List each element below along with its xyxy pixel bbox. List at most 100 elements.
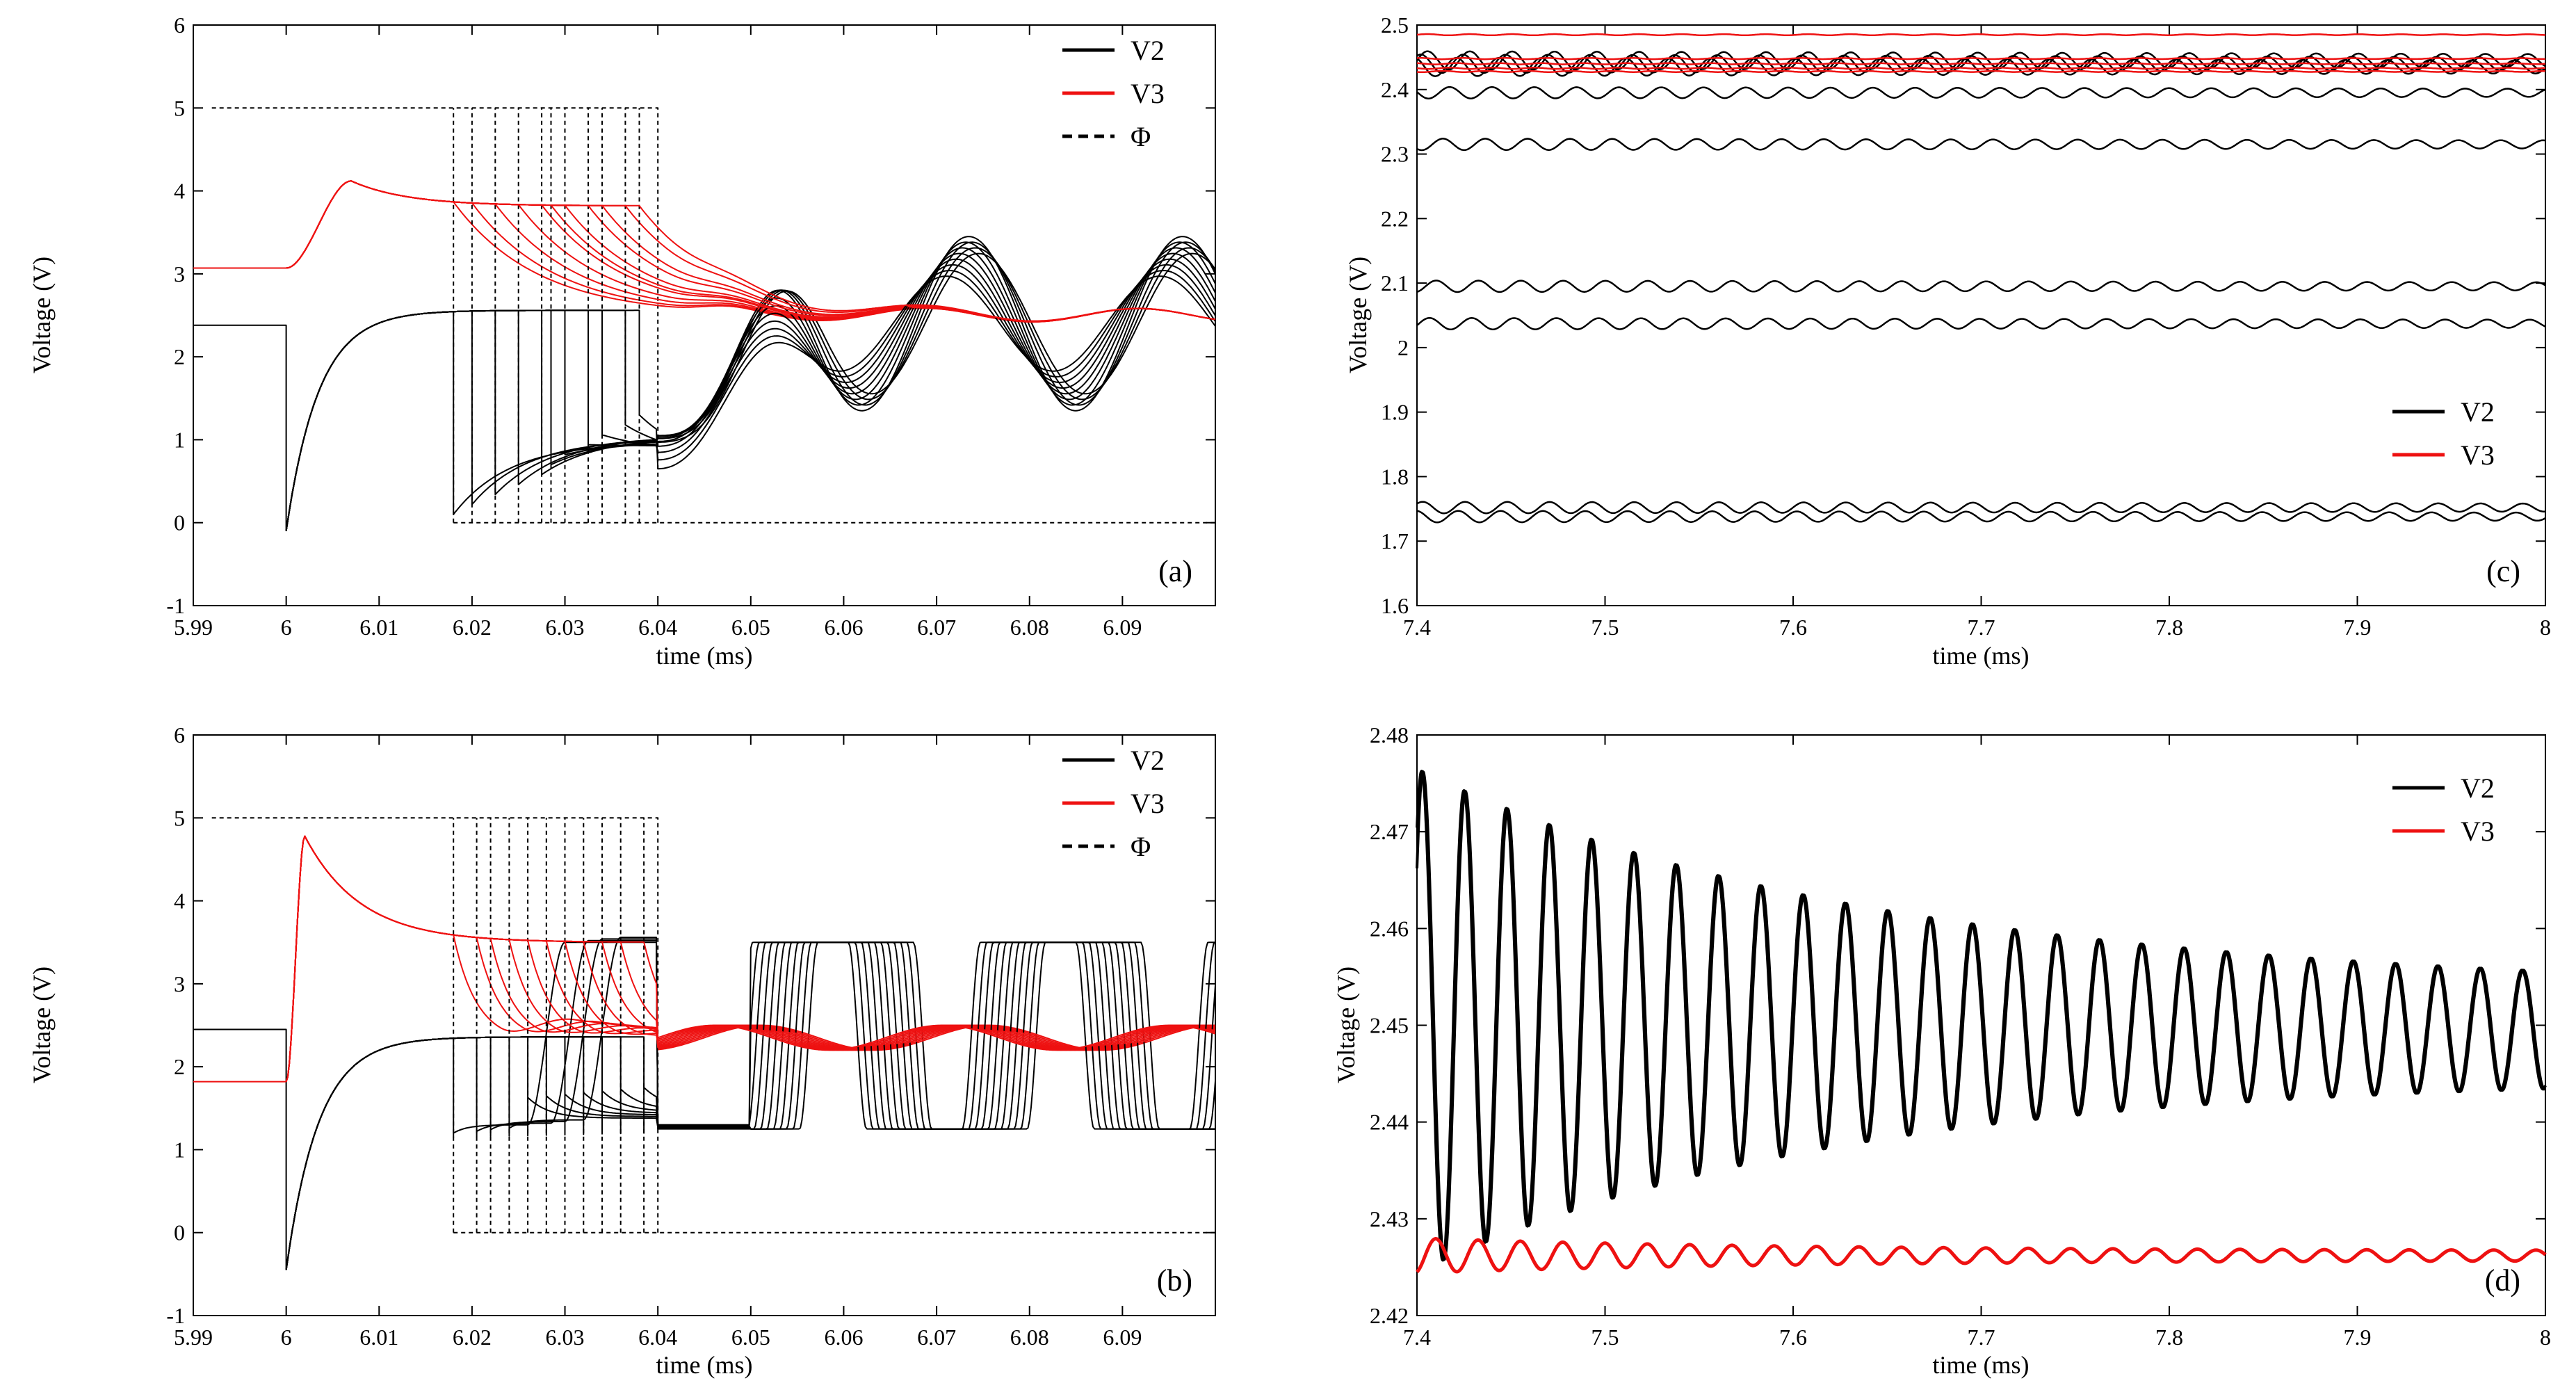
x-tick-label: 5.99 <box>174 1325 213 1350</box>
v2-trace <box>1416 770 2547 1261</box>
x-tick-label: 6.09 <box>1103 1325 1142 1350</box>
v3-trace <box>285 835 1216 1082</box>
x-tick-label: 7.7 <box>1968 615 1995 640</box>
panel-a: 5.99 6 6.01 6.02 6.03 6.04 6.05 6.06 6.07 6.08 6.0… <box>28 13 1216 670</box>
x-tick-label: 7.6 <box>1779 615 1807 640</box>
v2-trace <box>1416 280 2546 293</box>
x-tick-label: 7.5 <box>1591 1325 1619 1350</box>
y-axis-label: Voltage (V) <box>1332 967 1360 1083</box>
y-tick-label: 0 <box>174 1220 185 1245</box>
phi-trace <box>211 107 659 523</box>
x-tick-label: 6.01 <box>359 1325 398 1350</box>
y-tick-label: 3 <box>174 971 185 996</box>
x-tick-label: 6.02 <box>453 1325 492 1350</box>
y-tick-label: 2.3 <box>1381 142 1409 167</box>
plot-area-d: 7.4 7.5 7.6 7.7 7.8 7.9 8 2.42 2.43 2.44 2.45 2.46 2… <box>1370 722 2551 1350</box>
legend-label: V2 <box>1131 745 1165 776</box>
v3-trace <box>286 180 1216 323</box>
plot-area-c: 7.4 7.5 7.6 7.7 7.8 7.9 8 1.6 1.7 1.8 1.9 2 2.1 2.2 2.… <box>1381 13 2551 640</box>
x-axis-label: time (ms) <box>1933 1351 2030 1379</box>
x-tick-label: 6.08 <box>1010 615 1049 640</box>
x-tick-label: 6.03 <box>546 1325 585 1350</box>
x-tick-label: 6 <box>281 1325 292 1350</box>
x-tick-label: 7.9 <box>2344 615 2372 640</box>
v3-trace <box>1416 62 2546 65</box>
legend-label: Φ <box>1131 121 1151 152</box>
x-tick-label: 6.01 <box>359 615 398 640</box>
v2-trace <box>1416 50 2546 71</box>
y-tick-label: 6 <box>174 13 185 38</box>
x-tick-label: 6.07 <box>917 1325 956 1350</box>
y-tick-label: 2.48 <box>1370 722 1409 747</box>
plot-frame <box>193 24 1216 606</box>
x-tick-label: 6.06 <box>824 1325 863 1350</box>
legend-label: V3 <box>2461 439 2495 471</box>
y-tick-label: 4 <box>174 179 185 204</box>
x-tick-label: 7.9 <box>2344 1325 2372 1350</box>
x-tick-label: 6.07 <box>917 615 956 640</box>
v2-trace <box>285 941 1215 1270</box>
v2-trace <box>1416 510 2546 524</box>
panel-label: (a) <box>1158 554 1192 588</box>
x-tick-label: 6.06 <box>824 615 863 640</box>
x-tick-label: 7.4 <box>1403 1325 1431 1350</box>
x-tick-label: 6.09 <box>1103 615 1142 640</box>
legend-label: V2 <box>1131 35 1165 66</box>
v2-trace <box>1416 770 2547 1262</box>
y-tick-label: 2.43 <box>1370 1206 1409 1231</box>
v2-trace <box>193 1028 287 1270</box>
y-tick-label: 0 <box>174 510 185 535</box>
v3-trace <box>1416 70 2545 73</box>
y-axis-label: Voltage (V) <box>28 967 56 1083</box>
y-tick-label: 2 <box>1398 335 1409 360</box>
plot-area-b: 5.99 6 6.01 6.02 6.03 6.04 6.05 6.06 6.07 6.08 6.0… <box>166 722 1216 1350</box>
x-tick-label: 7.7 <box>1968 1325 1995 1350</box>
y-tick-label: 2.4 <box>1381 77 1409 102</box>
legend-label: V2 <box>2461 773 2495 804</box>
y-tick-label: 1.7 <box>1381 528 1409 553</box>
x-tick-label: 8 <box>2540 1325 2551 1350</box>
y-axis-label: Voltage (V) <box>28 257 56 373</box>
x-axis-label: time (ms) <box>1933 642 2030 670</box>
v2-trace <box>1416 501 2546 515</box>
y-tick-label: 6 <box>174 722 185 747</box>
y-tick-label: 1.6 <box>1381 593 1409 618</box>
y-tick-label: 2.44 <box>1370 1110 1409 1135</box>
x-tick-label: 7.6 <box>1779 1325 1807 1350</box>
x-tick-label: 6 <box>281 615 292 640</box>
y-tick-label: 4 <box>174 889 185 914</box>
x-tick-label: 6.03 <box>546 615 585 640</box>
plot-area-a: 5.99 6 6.01 6.02 6.03 6.04 6.05 6.06 6.07 6.08 6.0… <box>166 13 1216 640</box>
v2-trace <box>285 247 1216 531</box>
x-tick-label: 7.5 <box>1591 615 1619 640</box>
x-tick-label: 6.02 <box>453 615 492 640</box>
y-tick-label: -1 <box>166 1303 185 1328</box>
legend-label: V3 <box>1131 788 1165 819</box>
legend-label: V3 <box>1131 78 1165 109</box>
y-tick-label: 2 <box>174 344 185 369</box>
y-tick-label: 5 <box>174 95 185 120</box>
v3-trace <box>1416 1237 2547 1274</box>
legend-label: V2 <box>2461 396 2495 428</box>
y-tick-label: 3 <box>174 261 185 286</box>
y-tick-label: 2.47 <box>1370 819 1409 844</box>
v3-trace <box>1416 33 2546 37</box>
x-tick-label: 6.05 <box>731 1325 770 1350</box>
x-tick-label: 6.04 <box>638 1325 677 1350</box>
x-tick-label: 6.05 <box>731 615 770 640</box>
v2-trace <box>1416 138 2546 152</box>
x-tick-label: 6.04 <box>638 615 677 640</box>
panel-label: (d) <box>2485 1263 2520 1297</box>
v2-trace <box>285 252 1216 531</box>
y-tick-label: 2.2 <box>1381 206 1409 231</box>
y-tick-label: -1 <box>166 593 185 618</box>
v3-trace <box>1416 66 2545 70</box>
y-tick-label: 1.8 <box>1381 464 1409 489</box>
y-tick-label: 1 <box>174 427 185 452</box>
panel-d: 7.4 7.5 7.6 7.7 7.8 7.9 8 2.42 2.43 2.44 2.45 2.46 2… <box>1332 722 2551 1379</box>
y-tick-label: 2.46 <box>1370 916 1409 941</box>
v3-trace <box>1416 57 2546 60</box>
y-axis-label: Voltage (V) <box>1344 257 1372 373</box>
x-tick-label: 8 <box>2540 615 2551 640</box>
